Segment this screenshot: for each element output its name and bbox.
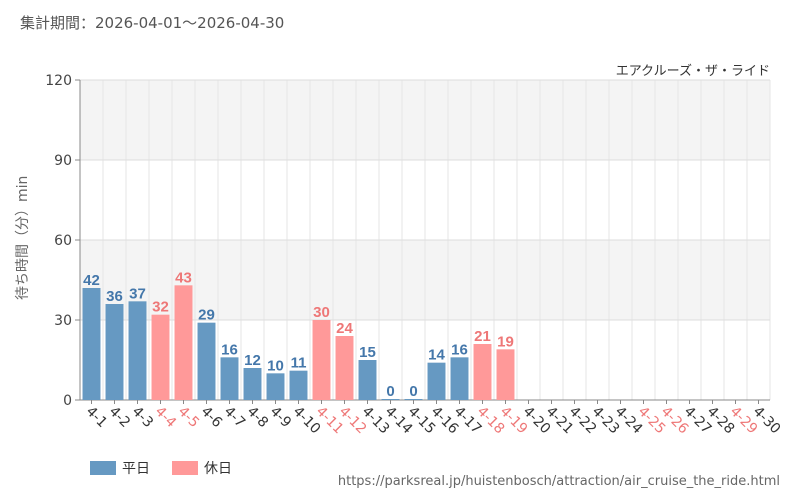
- legend-label-weekday: 平日: [122, 461, 150, 477]
- bar-value-label: 0: [409, 383, 417, 400]
- bar-value-label: 16: [451, 341, 468, 358]
- legend-swatch-weekday: [90, 461, 116, 475]
- bar-value-label: 16: [221, 341, 238, 358]
- x-tick-label: 4-7: [221, 404, 248, 431]
- bar-value-label: 24: [336, 320, 353, 337]
- x-tick-label: 4-2: [106, 404, 133, 431]
- bar: [220, 357, 239, 400]
- bar-value-label: 10: [267, 357, 284, 374]
- bar: [381, 399, 400, 400]
- source-url: https://parksreal.jp/huistenbosch/attrac…: [337, 474, 780, 489]
- bar-value-label: 43: [175, 269, 192, 286]
- bar: [289, 370, 308, 400]
- bar: [358, 360, 377, 400]
- bar-value-label: 12: [244, 352, 261, 369]
- bar-value-label: 37: [129, 285, 146, 302]
- bar: [404, 399, 423, 400]
- legend-label-holiday: 休日: [204, 461, 232, 477]
- bar: [473, 344, 492, 400]
- bar: [128, 301, 147, 400]
- bar: [312, 320, 331, 400]
- x-tick-label: 4-6: [198, 404, 226, 432]
- bar-value-label: 15: [359, 344, 376, 361]
- bar: [335, 336, 354, 400]
- bar: [174, 285, 193, 400]
- bar-value-label: 32: [152, 299, 169, 316]
- y-tick-label: 90: [54, 153, 72, 169]
- legend-item-weekday: 平日: [90, 458, 150, 478]
- y-tick-label: 0: [63, 393, 72, 409]
- x-tick-label: 4-4: [152, 404, 180, 432]
- bar: [151, 314, 170, 400]
- bar: [82, 288, 101, 400]
- bar: [427, 362, 446, 400]
- x-tick-label: 4-9: [267, 404, 294, 431]
- bar: [197, 322, 216, 400]
- bar-value-label: 0: [386, 383, 394, 400]
- legend-swatch-holiday: [172, 461, 198, 475]
- bar: [450, 357, 469, 400]
- bar: [105, 304, 124, 400]
- x-tick-label: 4-8: [244, 404, 271, 431]
- bar: [243, 368, 262, 400]
- y-tick-label: 30: [54, 313, 72, 329]
- bar-value-label: 29: [198, 307, 215, 324]
- period-label: 集計期間：2026-04-01～2026-04-30: [20, 14, 285, 32]
- bar-value-label: 11: [291, 355, 307, 372]
- x-tick-label: 4-1: [83, 404, 110, 431]
- y-tick-label: 60: [54, 233, 72, 249]
- legend-item-holiday: 休日: [172, 458, 232, 478]
- bar-value-label: 21: [474, 328, 491, 345]
- bar-value-label: 19: [497, 333, 514, 350]
- bar-value-label: 36: [106, 288, 123, 305]
- x-tick-label: 4-5: [175, 404, 202, 431]
- bar: [496, 349, 515, 400]
- bar: [266, 373, 285, 400]
- y-tick-label: 120: [45, 73, 72, 89]
- attraction-name: エアクルーズ・ザ・ライド: [615, 64, 770, 79]
- bar-value-label: 14: [428, 347, 445, 364]
- chart-legend: 平日 休日: [90, 458, 254, 478]
- x-tick-label: 4-3: [129, 404, 156, 431]
- bar-value-label: 30: [313, 304, 330, 321]
- bar-value-label: 42: [83, 272, 100, 289]
